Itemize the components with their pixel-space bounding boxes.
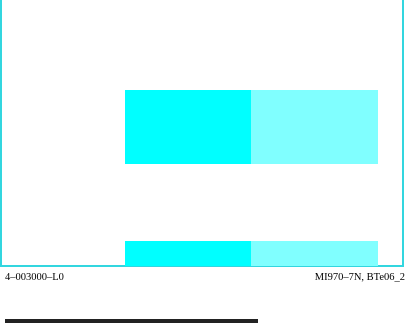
bottom-bar xyxy=(5,319,258,323)
top-block-left xyxy=(125,90,251,164)
footer-right-code: MI970–7N, BTe06_2 xyxy=(314,272,405,283)
bottom-block-right xyxy=(251,241,378,266)
image-frame xyxy=(0,0,404,267)
footer-left-code: 4–003000–L0 xyxy=(5,272,64,283)
top-block-right xyxy=(251,90,378,164)
bottom-block-left xyxy=(125,241,251,266)
